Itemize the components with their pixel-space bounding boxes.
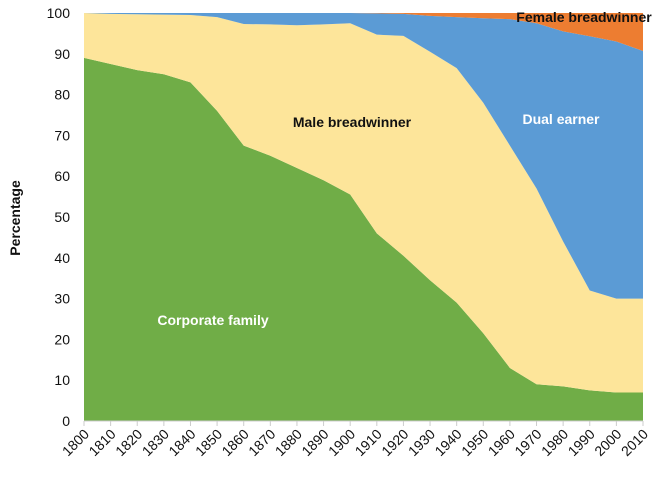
x-tick-label: 1810	[85, 426, 118, 459]
x-tick-label: 1960	[485, 426, 518, 459]
x-tick-label: 1910	[352, 426, 385, 459]
y-tick-label: 90	[54, 46, 70, 62]
x-tick-label: 1850	[192, 426, 225, 459]
x-tick-label: 1900	[325, 426, 358, 459]
y-tick-label: 60	[54, 168, 70, 184]
y-tick-label: 50	[54, 209, 70, 225]
series-label: Female breadwinner	[516, 9, 652, 25]
series-label: Dual earner	[522, 111, 600, 127]
x-tick-label: 1940	[431, 426, 464, 459]
y-tick-label: 70	[54, 127, 70, 143]
areas	[84, 13, 643, 421]
x-tick-label: 1860	[218, 426, 251, 459]
x-tick-label: 1990	[565, 426, 598, 459]
y-tick-label: 0	[62, 413, 70, 429]
area-dual-earner	[84, 13, 643, 299]
x-tick-label: 1920	[378, 426, 411, 459]
area-male-breadwinner	[84, 13, 643, 393]
x-tick-label: 1930	[405, 426, 438, 459]
y-tick-label: 80	[54, 87, 70, 103]
y-tick-label: 10	[54, 372, 70, 388]
series-label: Male breadwinner	[293, 114, 412, 130]
x-tick-label: 1890	[298, 426, 331, 459]
y-tick-label: 40	[54, 250, 70, 266]
area-corporate-family	[84, 57, 643, 421]
y-tick-label: 100	[47, 5, 71, 21]
series-label: Corporate family	[157, 312, 268, 328]
x-tick-label: 1870	[245, 426, 278, 459]
series-labels: Corporate family Male breadwinner Dual ear…	[157, 9, 652, 328]
x-tick-label: 1950	[458, 426, 491, 459]
x-tick-label: 2000	[591, 426, 624, 459]
area-female-breadwinner	[84, 13, 643, 51]
x-tick-label: 1980	[538, 426, 571, 459]
x-tick-label: 2010	[618, 426, 651, 459]
x-tick-label: 1840	[165, 426, 198, 459]
y-tick-label: 30	[54, 291, 70, 307]
y-tick-label: 20	[54, 331, 70, 347]
y-axis-label: Percentage	[7, 180, 23, 256]
x-tick-label: 1820	[112, 426, 145, 459]
x-tick-label: 1830	[139, 426, 172, 459]
x-tick-label: 1970	[511, 426, 544, 459]
x-tick-label: 1800	[59, 426, 92, 459]
x-tick-label: 1880	[272, 426, 305, 459]
